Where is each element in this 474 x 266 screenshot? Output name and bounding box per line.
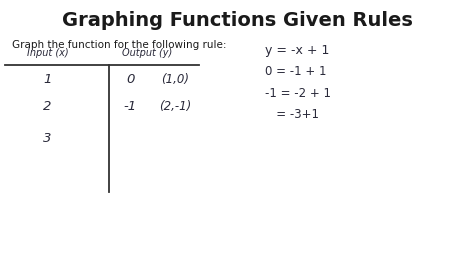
Text: = -3+1: = -3+1 (265, 108, 319, 121)
Text: y = -x + 1: y = -x + 1 (265, 44, 330, 57)
Text: Graphing Functions Given Rules: Graphing Functions Given Rules (62, 11, 412, 30)
Text: 1: 1 (43, 73, 52, 86)
Text: -1: -1 (124, 100, 137, 113)
Text: (2,-1): (2,-1) (159, 100, 191, 113)
Text: 2: 2 (43, 100, 52, 113)
Text: 0 = -1 + 1: 0 = -1 + 1 (265, 65, 327, 78)
Text: Graph the function for the following rule:: Graph the function for the following rul… (12, 40, 227, 50)
Text: Input (x): Input (x) (27, 48, 68, 58)
Text: Output (y): Output (y) (122, 48, 172, 58)
Text: 0: 0 (126, 73, 135, 86)
Text: (1,0): (1,0) (161, 73, 190, 86)
Text: -1 = -2 + 1: -1 = -2 + 1 (265, 87, 331, 99)
Text: 3: 3 (43, 132, 52, 145)
